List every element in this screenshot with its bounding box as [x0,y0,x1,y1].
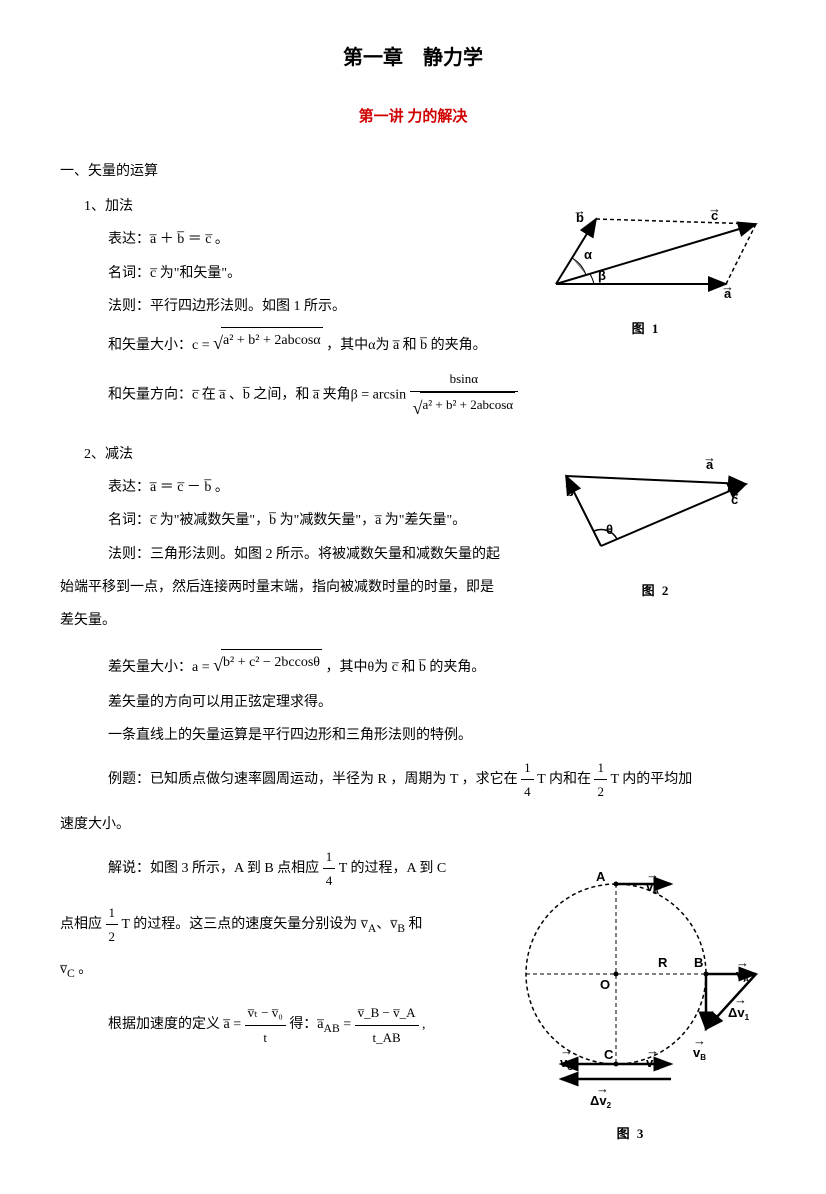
section-heading: 一、矢量的运算 [60,159,766,184]
subtraction-direction-note: 差矢量的方向可以用正弦定理求得。 [108,690,766,715]
figure-3-svg: A →vA R O B →vA →vB →Δv1 C →vC →vA →Δv2 [496,849,766,1109]
figure-3-caption: 图 3 [496,1122,766,1145]
svg-text:→: → [573,203,586,218]
fig3-label-dv1: Δv1 [728,1005,750,1022]
chapter-title: 第一章 静力学 [60,40,766,76]
figure-1: b → c → a → α β 图 1 [526,194,766,341]
figure-1-svg: b → c → a → α β [526,194,766,304]
fig3-label-R: R [658,955,668,970]
fig3-label-C: C [604,1047,614,1062]
addition-direction: 和矢量方向：c̅ 在 a̅ 、b̅ 之间，和 a̅ 夹角β = arcsin b… [108,367,766,424]
figure-2: b → c → a → θ 图 2 [546,436,766,603]
svg-text:→: → [721,279,734,294]
fig3-label-B: B [694,955,703,970]
fig2-label-theta: θ [606,522,613,537]
fig1-label-beta: β [598,268,606,283]
svg-text:→: → [728,485,741,500]
figure-2-svg: b → c → a → θ [546,436,766,566]
example: 例题：已知质点做匀速率圆周运动，半径为 R ，周期为 T ，求它在 14 T 内… [108,756,766,804]
svg-text:→: → [563,477,576,492]
figure-3: A →vA R O B →vA →vB →Δv1 C →vC →vA →Δv2 … [496,849,766,1146]
fig1-label-alpha: α [584,247,592,262]
subtraction-rule-3: 差矢量。 [60,608,766,633]
lecture-title: 第一讲 力的解决 [60,104,766,131]
fig3-label-A: A [596,869,606,884]
figure-2-caption: 图 2 [546,579,766,602]
subtraction-magnitude: 差矢量大小：a = b² + c² − 2bccosθ ，其中θ为 c̅ 和 b… [108,649,766,681]
example-line2: 速度大小。 [60,812,766,837]
fig3-label-O: O [600,977,610,992]
svg-text:→: → [703,450,716,465]
svg-text:→: → [708,201,721,216]
figure-1-caption: 图 1 [526,317,766,340]
line-note: 一条直线上的矢量运算是平行四边形和三角形法则的特例。 [108,723,766,748]
